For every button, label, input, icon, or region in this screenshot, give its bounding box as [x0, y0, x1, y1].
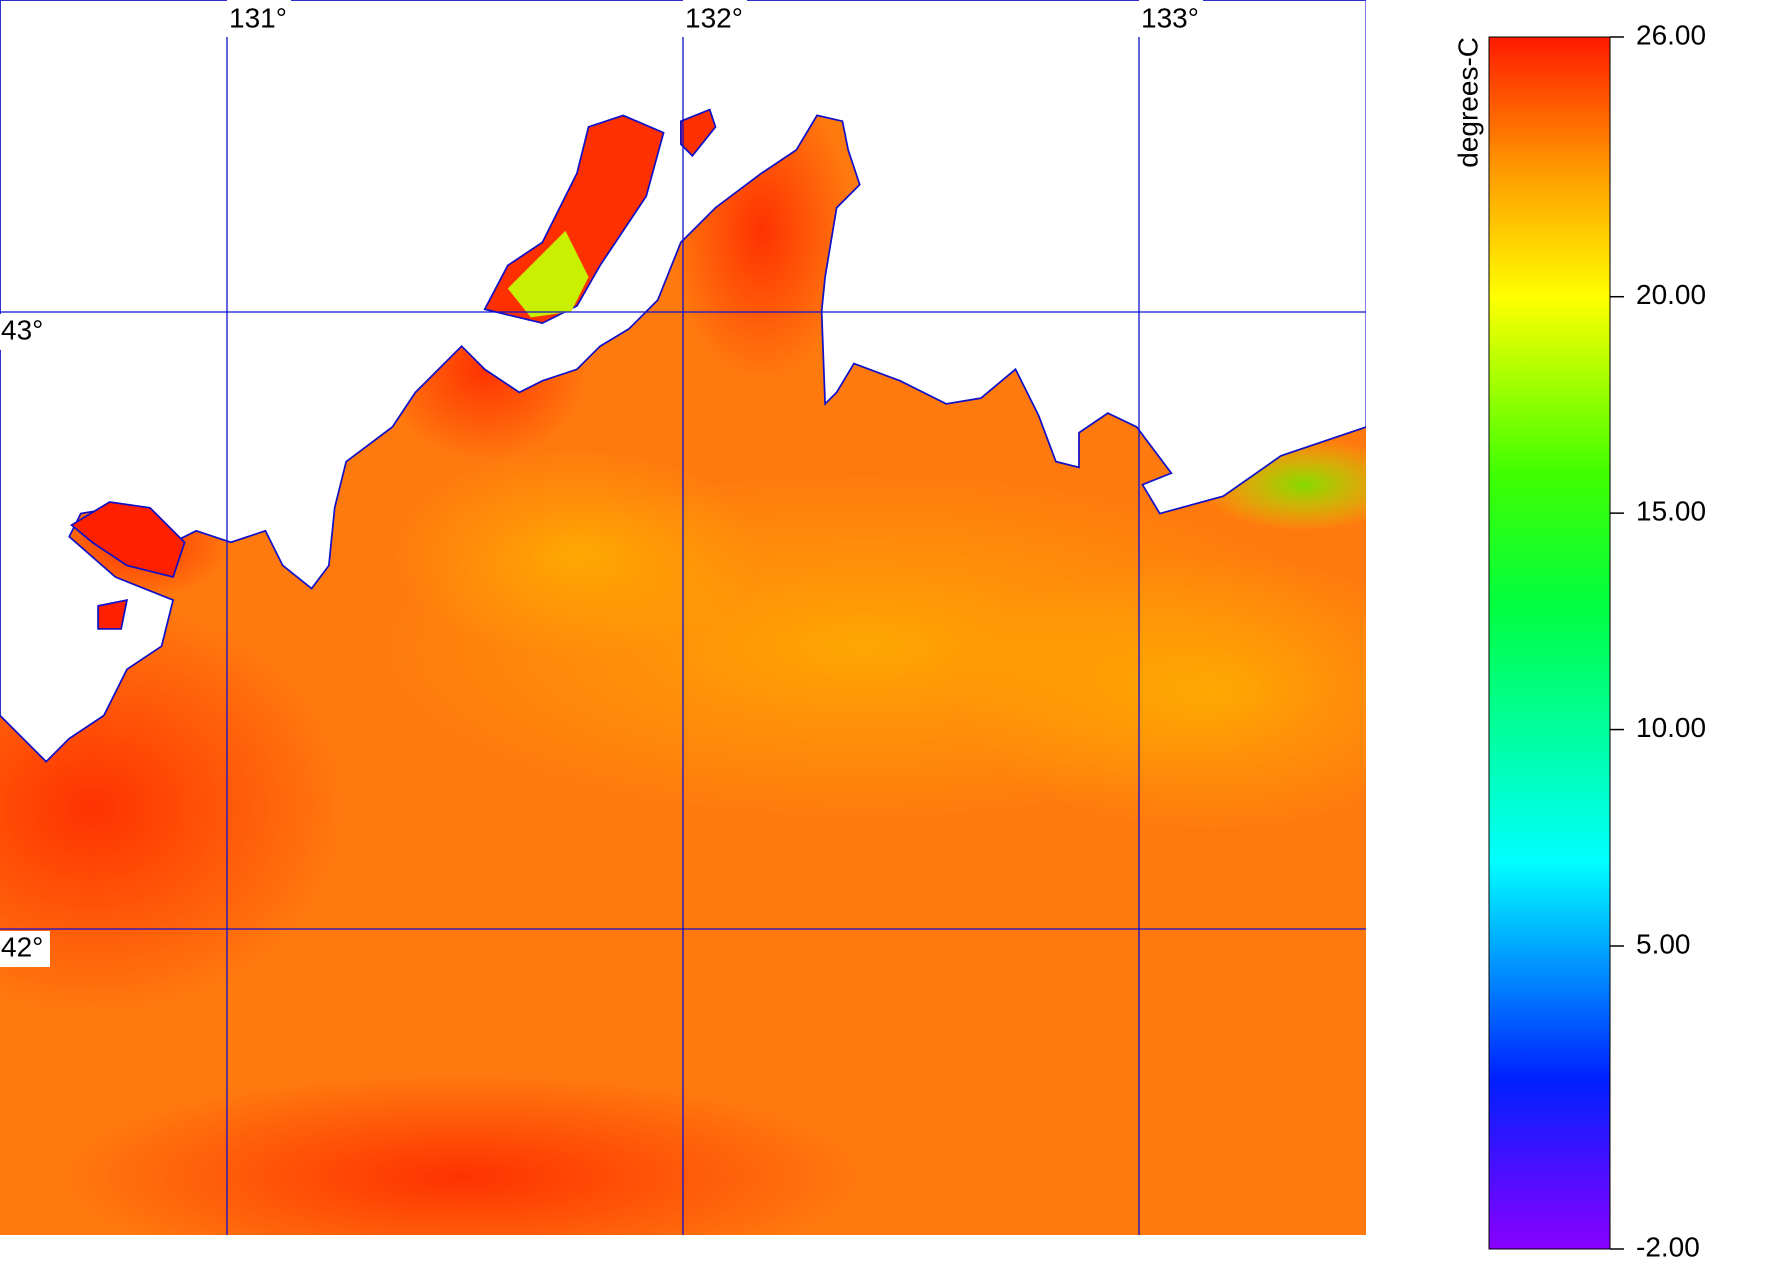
colorbar-tick-label: 15.00	[1636, 496, 1706, 527]
tick-label-bg	[683, 0, 747, 36]
colorbar-tick-label: 20.00	[1636, 279, 1706, 310]
tick-label-bg	[0, 314, 50, 350]
lat-tick-label: 42°	[1, 931, 43, 962]
colorbar	[1488, 36, 1611, 1250]
colorbar-tick-label: -2.00	[1636, 1231, 1700, 1262]
colorbar-tick-label: 5.00	[1636, 928, 1691, 959]
lon-tick-label: 131°	[229, 2, 287, 33]
colorbar-tick-label: 26.00	[1636, 19, 1706, 50]
sst-image	[0, 0, 1366, 1235]
lat-tick-label: 43°	[1, 314, 43, 345]
tick-label-bg	[1139, 0, 1203, 36]
tick-label-bg	[0, 931, 50, 967]
lon-tick-label: 133°	[1141, 2, 1199, 33]
colorbar-tick-label: 10.00	[1636, 712, 1706, 743]
lon-tick-label: 132°	[685, 2, 743, 33]
colorbar-label: degrees-C	[1452, 37, 1483, 168]
tick-label-bg	[227, 0, 291, 36]
